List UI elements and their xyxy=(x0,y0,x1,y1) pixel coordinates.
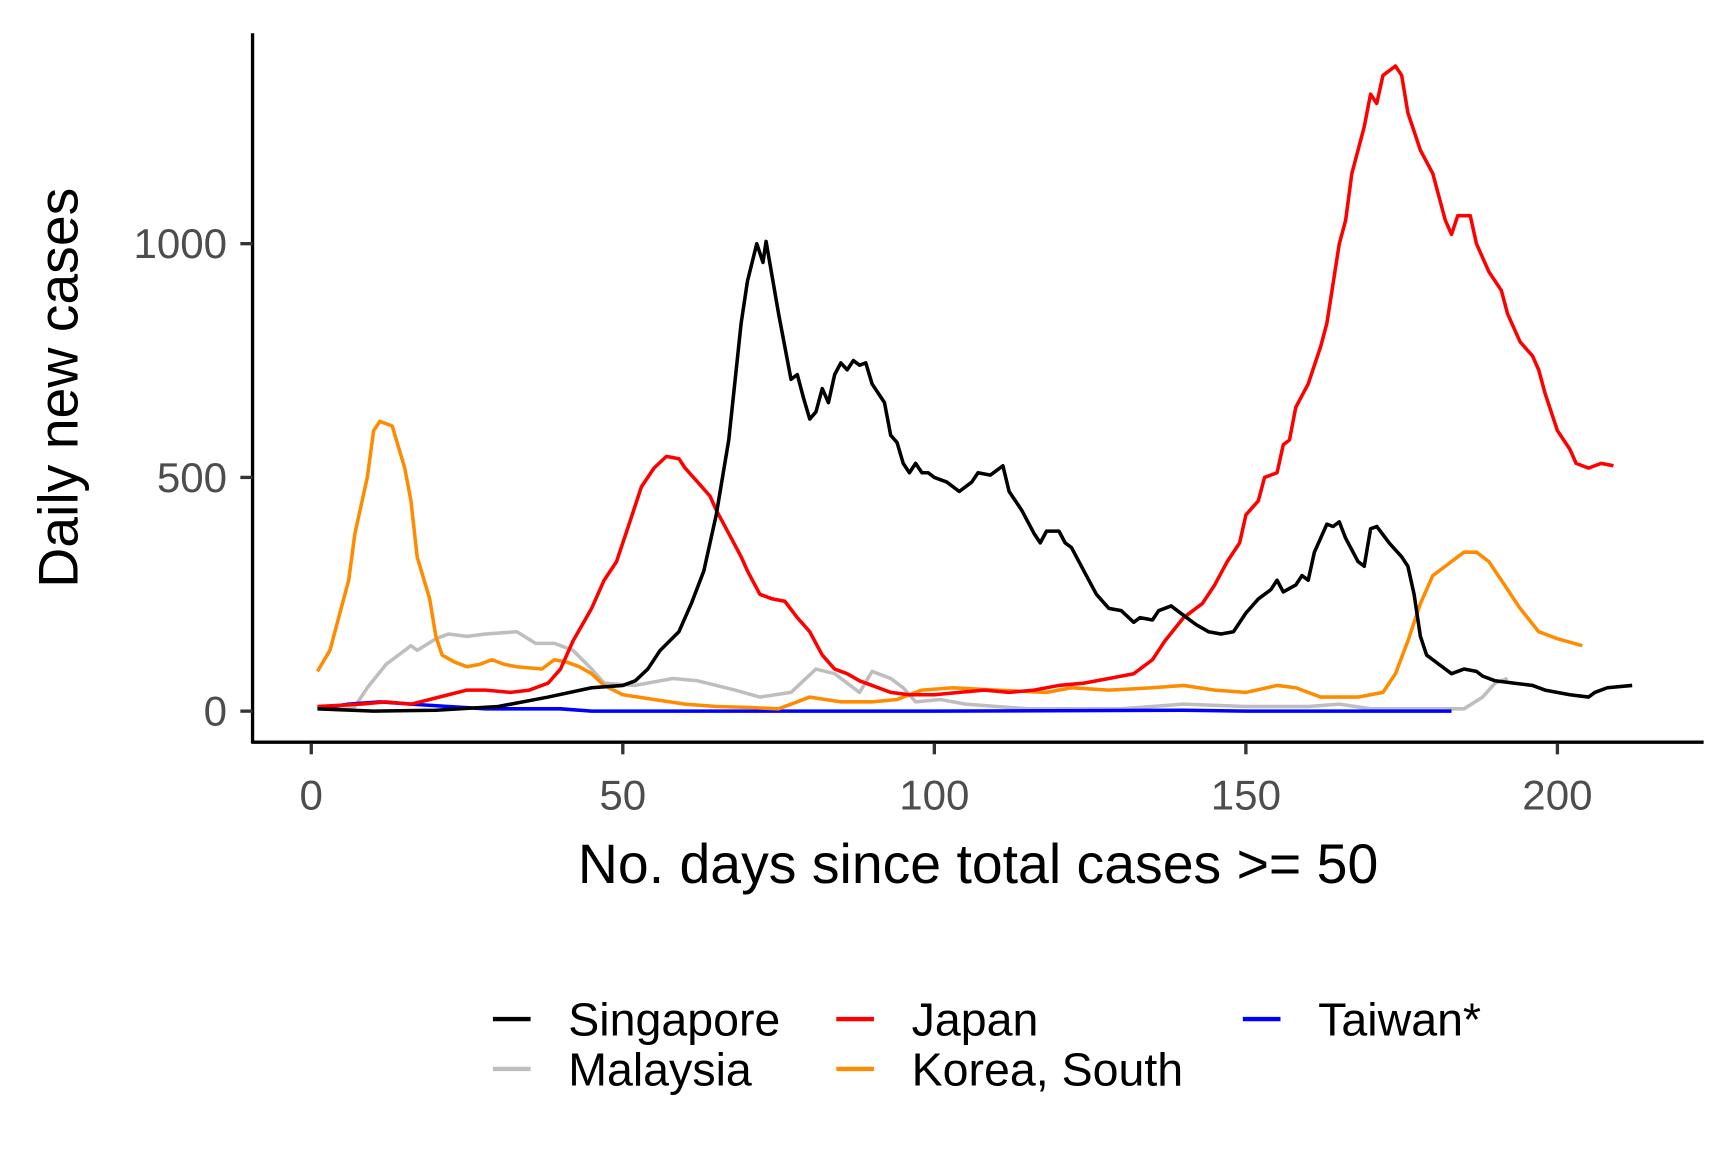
x-tick-label: 150 xyxy=(1211,772,1281,819)
legend-label: Malaysia xyxy=(568,1044,752,1096)
y-ticks: 0 500 1000 xyxy=(133,220,253,735)
legend-item: Taiwan* xyxy=(1242,994,1481,1046)
series-line-korea-south xyxy=(315,419,1583,711)
legend-label: Japan xyxy=(912,994,1039,1046)
legend-label: Singapore xyxy=(568,994,780,1046)
legend-label: Korea, South xyxy=(912,1044,1184,1096)
x-tick-label: 200 xyxy=(1522,772,1592,819)
series-line-singapore xyxy=(317,239,1633,713)
x-tick-label: 50 xyxy=(599,772,646,819)
series-lines xyxy=(315,64,1633,713)
legend-item: Japan xyxy=(836,994,1038,1046)
legend-item: Korea, South xyxy=(836,1044,1183,1096)
series-line-malaysia xyxy=(317,629,1509,711)
legend-label: Taiwan* xyxy=(1318,994,1481,1046)
x-axis-title: No. days since total cases >= 50 xyxy=(578,833,1378,895)
legend-item: Malaysia xyxy=(492,1044,752,1096)
series-line-japan xyxy=(317,64,1614,709)
legend-item: Singapore xyxy=(492,994,780,1046)
y-tick-label: 0 xyxy=(204,688,227,735)
x-ticks: 0 50 100 150 200 xyxy=(300,743,1593,819)
x-tick-label: 0 xyxy=(300,772,323,819)
y-axis-title: Daily new cases xyxy=(28,188,90,588)
y-tick-label: 500 xyxy=(157,454,227,501)
y-tick-label: 1000 xyxy=(133,220,227,267)
x-tick-label: 100 xyxy=(899,772,969,819)
